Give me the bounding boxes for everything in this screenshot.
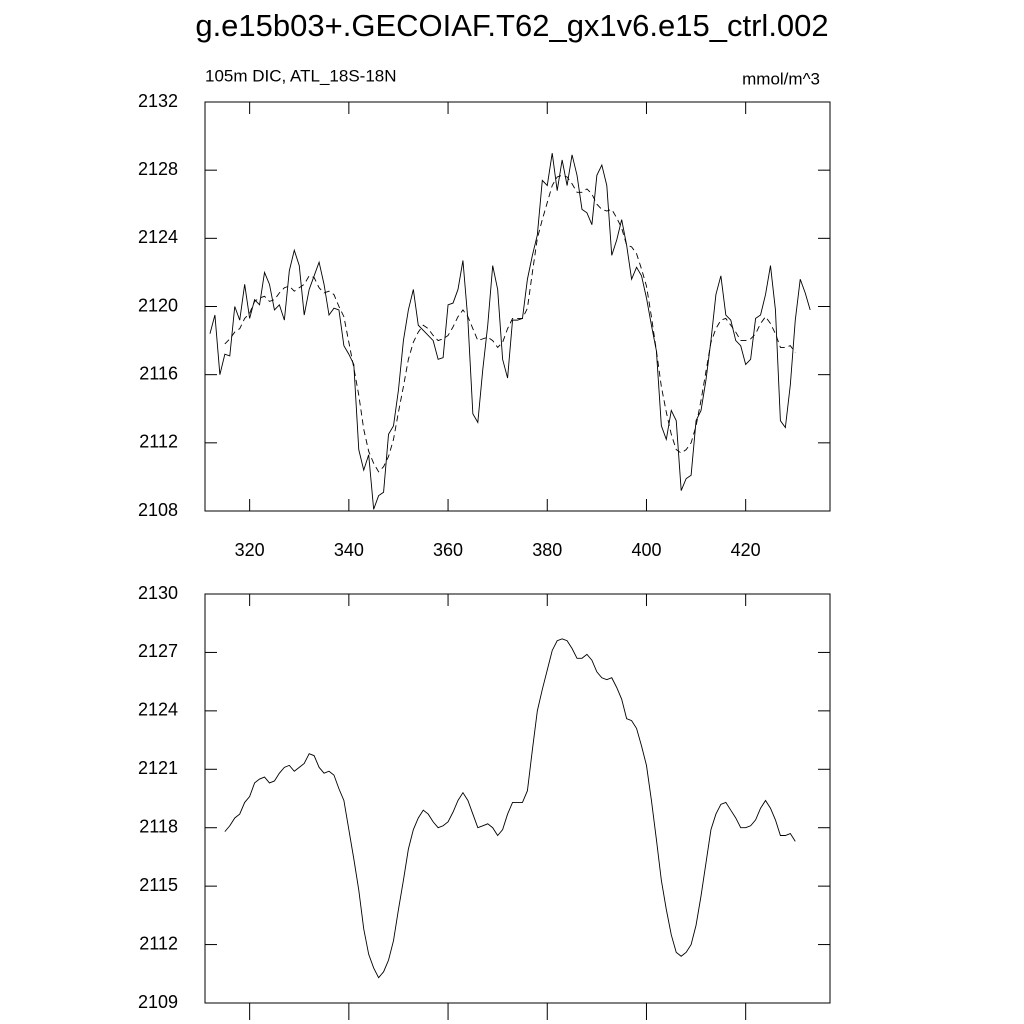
y-tick-label: 2109: [138, 992, 178, 1012]
y-tick-label: 2115: [139, 875, 178, 895]
y-tick-label: 2121: [138, 758, 178, 778]
subtitle: 105m DIC, ATL_18S-18N: [205, 66, 397, 85]
plot-frame: [204, 593, 831, 1004]
y-tick-label: 2127: [138, 641, 178, 661]
x-tick-label: 380: [532, 540, 562, 560]
y-tick-label: 2118: [139, 816, 178, 836]
y-tick-label: 2130: [138, 583, 178, 603]
x-tick-label: 420: [731, 540, 761, 560]
y-tick-label: 2124: [138, 227, 178, 247]
units-label: mmol/m^3: [742, 69, 820, 88]
y-tick-label: 2120: [138, 295, 178, 315]
y-tick-label: 2128: [138, 159, 178, 179]
y-tick-label: 2112: [139, 432, 178, 452]
y-tick-label: 2108: [138, 500, 178, 520]
y-tick-label: 2124: [138, 700, 178, 720]
x-tick-label: 340: [334, 540, 364, 560]
chart-title: g.e15b03+.GECOIAF.T62_gx1v6.e15_ctrl.002: [195, 8, 828, 43]
x-tick-label: 360: [433, 540, 463, 560]
y-tick-label: 2116: [139, 363, 178, 383]
y-tick-label: 2132: [138, 91, 178, 111]
data-line: [224, 174, 796, 473]
x-tick-label: 320: [235, 540, 265, 560]
x-tick-label: 400: [631, 540, 661, 560]
y-tick-label: 2112: [139, 933, 178, 953]
plot-frame: [204, 101, 831, 512]
data-line: [224, 638, 796, 979]
data-line: [209, 153, 811, 510]
